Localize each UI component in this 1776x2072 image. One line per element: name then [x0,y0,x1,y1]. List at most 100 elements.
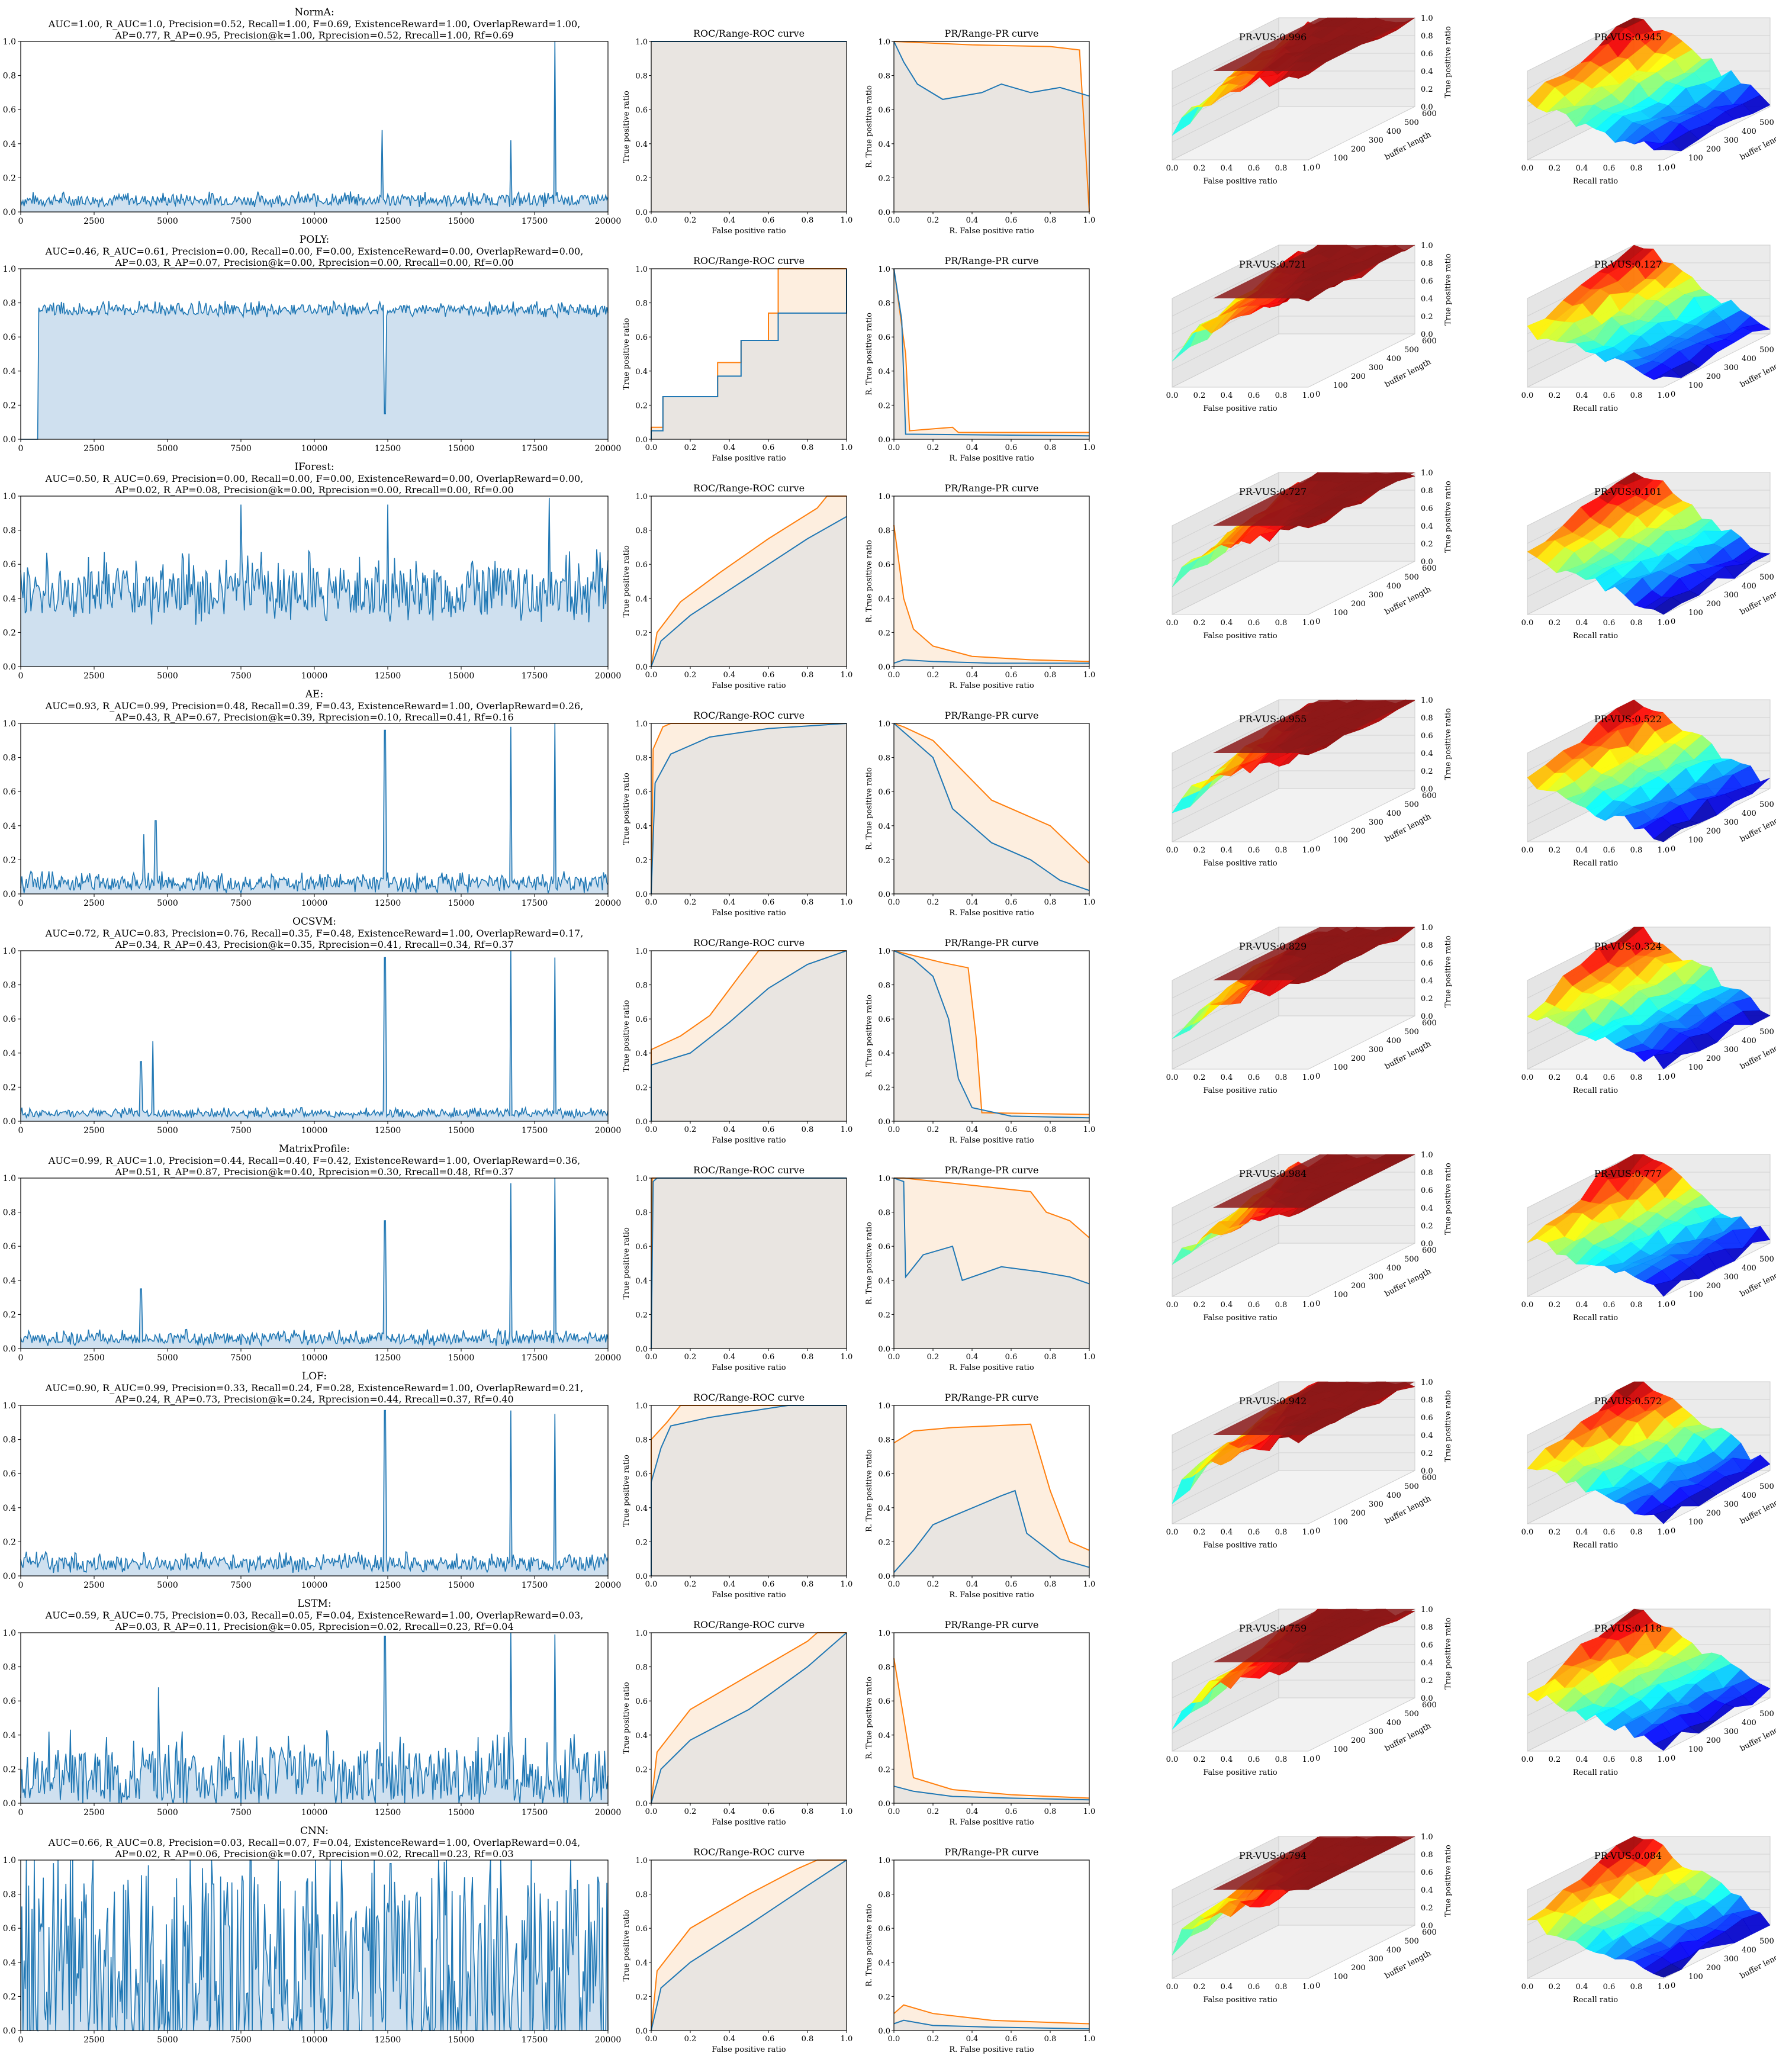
pr-ytick-label: 0.2 [878,1765,890,1774]
score-xtick-label: 12500 [375,2035,401,2045]
vus-ztick-label: 0.0 [1421,330,1433,339]
vus-xtick-label: 0.4 [1221,619,1233,628]
vus-xtick-label: 0.8 [1630,1983,1643,1991]
vus-buftick-label: 400 [1742,355,1756,363]
roc-range-curve [651,496,847,667]
roc-ytick-label: 0.0 [635,890,648,899]
vus-buftick-label: 400 [1386,809,1401,818]
score-metrics-line1: AUC=0.72, R_AUC=0.83, Precision=0.76, Re… [45,928,584,939]
pr-ytick-label: 0.2 [878,856,890,865]
pr-ytick-label: 1.0 [878,1629,890,1638]
pr-xtick-label: 0.8 [1044,216,1057,225]
score-xtick-label: 12500 [375,444,401,453]
vus-buftick-label: 400 [1386,127,1401,136]
pr-xtick-label: 0.4 [966,671,979,680]
vus-buftick-label: 100 [1333,1518,1348,1527]
score-ytick-label: 0.4 [3,1504,16,1513]
score-ytick-label: 0.6 [3,333,16,342]
vus-buftick-label: 500 [1759,1028,1774,1037]
roc-xlabel: False positive ratio [712,909,786,918]
pr-ytick-label: 0.8 [878,72,890,81]
pr-curve [893,1785,1090,1801]
score-ytick-label: 0.4 [3,367,16,377]
pr-ytick-label: 0.4 [878,368,890,377]
pr-xtick-label: 1.0 [1083,898,1096,907]
vus-xtick-label: 0.2 [1193,1528,1206,1537]
vus-xtick-label: 1.0 [1302,164,1315,173]
roc-xtick-label: 0.4 [723,1807,736,1816]
vus-buftick-label: 200 [1706,1054,1721,1063]
vus-xtick-label: 1.0 [1302,1755,1315,1764]
score-ytick-label: 1.0 [3,265,16,274]
roc-ytick-label: 1.0 [635,493,648,501]
vus-ztick-label: 0.0 [1421,1922,1433,1931]
score-ytick-label: 0.6 [3,787,16,797]
roc-ytick-label: 0.4 [635,140,648,149]
vus-xlabel: False positive ratio [1203,1768,1277,1777]
vus-buftick-label: 300 [1369,1727,1384,1736]
pr-area [894,951,1089,1121]
roc-xtick-label: 0.8 [802,1580,814,1589]
score-axes [20,1405,609,1576]
vus-surface-patch [1653,369,1682,380]
vus-zlabel: True positive ratio [1444,935,1453,1008]
vus-xtick-label: 0.8 [1630,619,1643,628]
roc-xtick-label: 0.2 [684,1125,697,1134]
score-xtick-label: 7500 [230,217,252,226]
pr-range-curve [893,525,1090,662]
roc-xtick-label: 1.0 [841,1580,853,1589]
vus-xtick-label: 0.2 [1549,164,1561,173]
score-ytick-label: 0.4 [3,140,16,149]
roc-area [651,1178,847,1349]
roc-xlabel: False positive ratio [712,681,786,690]
pr-xtick-label: 0.4 [966,2035,979,2044]
roc-curve [651,269,847,439]
pr-ytick-label: 0.0 [878,436,890,445]
roc-ytick-label: 0.0 [635,1800,648,1809]
vus-buftick-label: 200 [1351,145,1366,154]
score-xtick-label: 7500 [230,1126,252,1135]
vus-ztick-label: 1.0 [1421,1606,1433,1614]
roc-xtick-label: 0.0 [645,1353,658,1362]
pr-axes [893,41,1090,213]
score-axes [20,723,609,895]
vus-xlabel: Recall ratio [1573,1996,1618,2005]
roc-ytick-label: 0.2 [635,401,648,410]
vus-buftick-label: 500 [1759,346,1774,355]
roc-xtick-label: 0.6 [762,443,775,452]
row-5: MatrixProfile:AUC=0.99, R_AUC=1.0, Preci… [3,1143,1776,1372]
pr-xtick-label: 0.8 [1044,671,1057,680]
pr-title: PR/Range-PR curve [945,1846,1039,1858]
vus-xtick-label: 0.6 [1603,1983,1616,1991]
pr-ytick-label: 0.4 [878,1504,890,1513]
vus-buftick-label: 200 [1351,827,1366,836]
vus-ztick-label: 0.4 [1421,749,1433,758]
vus-ztick-label: 1.0 [1421,242,1433,250]
score-xtick-label: 12500 [375,671,401,681]
score-xtick-label: 12500 [375,1808,401,1817]
pr-xtick-label: 0.8 [1044,898,1057,907]
pr-ytick-label: 0.2 [878,1538,890,1547]
vus-xtick-label: 0.6 [1248,1528,1260,1537]
vus-buftick-label: 300 [1724,136,1739,145]
vus-top-plane [1213,1836,1415,1890]
vus-buftick-label: 200 [1351,372,1366,381]
score-ytick-label: 0.4 [3,1049,16,1058]
score-xtick-label: 20000 [595,671,622,681]
vus-xtick-label: 0.2 [1549,1983,1561,1991]
vus-xtick-label: 0.0 [1166,391,1179,400]
roc-title: ROC/Range-ROC curve [693,710,805,721]
vus-buftick-label: 300 [1369,1500,1384,1509]
score-ytick-label: 0.4 [3,822,16,831]
vus-title: PR-VUS:0.794 [1239,1850,1307,1861]
score-metrics-line2: AP=0.43, R_AP=0.67, Precision@k=0.39, Rp… [114,712,513,723]
vus-xlabel: Recall ratio [1573,1768,1618,1777]
vus-xtick-label: 0.2 [1549,619,1561,628]
vus-ztick-label: 0.8 [1421,32,1433,41]
roc-ytick-label: 0.4 [635,1504,648,1513]
score-method-title: LOF: [302,1370,327,1382]
roc-xlabel: False positive ratio [712,2045,786,2054]
vus-xtick-label: 0.8 [1630,164,1643,173]
score-xtick-label: 12500 [375,217,401,226]
score-xtick-label: 17500 [522,1581,548,1590]
